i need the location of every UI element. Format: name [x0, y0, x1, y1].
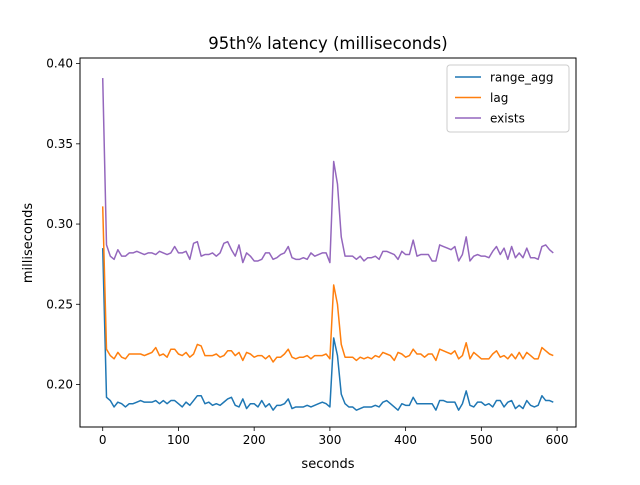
- y-tick-label: 0.25: [46, 297, 73, 311]
- y-tick-label: 0.30: [46, 217, 73, 231]
- legend-box: [446, 64, 570, 133]
- x-tick-label: 100: [167, 433, 190, 447]
- x-tick-label: 300: [318, 433, 341, 447]
- x-tick-label: 400: [394, 433, 417, 447]
- y-tick-label: 0.35: [46, 137, 73, 151]
- y-tick-label: 0.40: [46, 57, 73, 71]
- x-axis: 0 100 200 300 400 500 600: [99, 427, 569, 447]
- series-line-exists: [101, 78, 554, 264]
- y-axis: 0.20 0.25 0.30 0.35 0.40: [46, 57, 80, 391]
- series-line-lag: [101, 206, 554, 363]
- x-tick-label: 0: [99, 433, 107, 447]
- x-axis-label: seconds: [301, 457, 354, 472]
- axes-frame: [79, 57, 577, 428]
- legend-label: lag: [490, 91, 508, 105]
- plot-area: [101, 78, 554, 411]
- series-line-range-agg: [101, 248, 554, 411]
- legend-label: range_agg: [490, 71, 553, 85]
- y-tick-label: 0.20: [46, 377, 73, 391]
- x-tick-label: 200: [243, 433, 266, 447]
- y-axis-label: milliseconds: [21, 203, 36, 283]
- x-tick-label: 600: [546, 433, 569, 447]
- x-tick-label: 500: [470, 433, 493, 447]
- legend-label: exists: [490, 112, 525, 126]
- chart-title: 95th% latency (milliseconds): [208, 34, 447, 53]
